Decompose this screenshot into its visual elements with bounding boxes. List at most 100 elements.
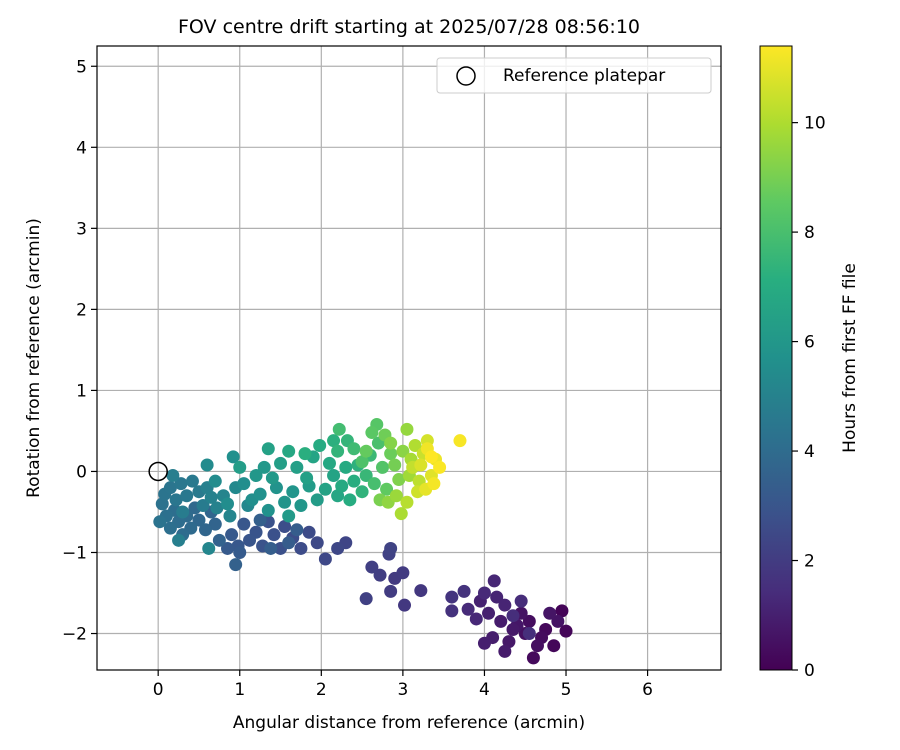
data-point	[380, 482, 394, 496]
data-point	[347, 474, 361, 488]
data-point	[343, 493, 357, 507]
data-point	[233, 460, 247, 474]
data-point	[414, 458, 428, 472]
x-tick-label: 2	[316, 680, 327, 700]
data-point	[392, 473, 406, 487]
data-point	[375, 460, 389, 474]
data-point	[257, 460, 271, 474]
data-point	[282, 536, 296, 550]
data-point	[313, 439, 327, 453]
chart-title: FOV centre drift starting at 2025/07/28 …	[178, 16, 640, 38]
data-point	[530, 639, 544, 653]
data-point	[172, 533, 186, 547]
data-point	[204, 490, 218, 504]
data-point	[331, 541, 345, 555]
data-point	[400, 495, 414, 509]
x-tick-label: 0	[153, 680, 164, 700]
legend: Reference platepar	[436, 57, 712, 94]
plot-frame	[96, 45, 722, 671]
data-point	[298, 447, 312, 461]
data-point	[477, 636, 491, 650]
colorbar-tick-label: 4	[804, 442, 815, 462]
data-point	[384, 436, 398, 450]
data-point	[282, 444, 296, 458]
data-point	[253, 487, 267, 501]
data-point	[300, 471, 314, 485]
data-point	[400, 422, 414, 436]
data-point	[196, 498, 210, 512]
data-point	[477, 586, 491, 600]
data-point	[153, 515, 167, 529]
data-point	[347, 442, 361, 456]
colorbar-tick-label: 6	[804, 333, 815, 353]
data-point	[253, 513, 267, 527]
colorbar-tick-label: 10	[804, 114, 826, 134]
data-point	[318, 482, 332, 496]
data-point	[490, 590, 504, 604]
data-point	[269, 481, 283, 495]
data-point	[294, 498, 308, 512]
data-point	[461, 602, 475, 616]
data-point	[290, 460, 304, 474]
data-point	[212, 533, 226, 547]
data-point	[559, 624, 573, 638]
x-tick-label: 5	[561, 680, 572, 700]
data-point	[487, 574, 501, 588]
data-point	[310, 536, 324, 550]
data-point	[261, 503, 275, 517]
grid-lines	[97, 46, 721, 670]
data-point	[555, 604, 569, 618]
data-point	[249, 469, 263, 483]
data-point	[274, 456, 288, 470]
x-axis-ticks: 0 1 2 3 4 5 6	[153, 670, 653, 700]
data-point	[522, 614, 536, 628]
data-point	[208, 474, 222, 488]
data-point	[396, 444, 410, 458]
data-point	[294, 541, 308, 555]
data-point	[339, 460, 353, 474]
data-point	[233, 545, 247, 559]
data-point	[433, 460, 447, 474]
data-point	[163, 481, 177, 495]
data-point	[373, 568, 387, 582]
data-point	[408, 439, 422, 453]
y-axis-label: Rotation from reference (arcmin)	[24, 218, 44, 498]
colorbar: 0 2 4 6 8 10 Hours from first FF file	[759, 45, 860, 681]
data-point	[243, 533, 257, 547]
data-point	[384, 447, 398, 461]
data-point	[261, 442, 275, 456]
data-point	[221, 541, 235, 555]
data-point	[506, 609, 520, 623]
data-point	[506, 622, 520, 636]
data-point	[332, 422, 346, 436]
data-points	[153, 417, 573, 665]
legend-marker-icon	[456, 66, 476, 86]
data-point	[389, 489, 403, 503]
colorbar-label: Hours from first FF file	[840, 263, 860, 453]
data-point	[331, 444, 345, 458]
y-tick-label: 1	[76, 381, 87, 401]
data-point	[180, 489, 194, 503]
data-point	[367, 477, 381, 491]
data-point	[210, 501, 224, 515]
legend-label: Reference platepar	[503, 66, 665, 86]
x-tick-label: 4	[479, 680, 490, 700]
data-point	[302, 525, 316, 539]
data-point	[494, 614, 508, 628]
y-tick-label: −2	[62, 625, 87, 645]
data-point	[396, 566, 410, 580]
data-point	[388, 458, 402, 472]
data-point	[327, 469, 341, 483]
data-point	[359, 444, 373, 458]
data-point	[166, 469, 180, 483]
data-point	[424, 450, 438, 464]
data-point	[498, 598, 512, 612]
x-tick-label: 6	[642, 680, 653, 700]
data-point	[237, 477, 251, 491]
colorbar-tick-label: 0	[804, 661, 815, 681]
data-point	[322, 456, 336, 470]
data-point	[551, 614, 565, 628]
y-tick-label: −1	[62, 543, 87, 563]
data-point	[335, 479, 349, 493]
